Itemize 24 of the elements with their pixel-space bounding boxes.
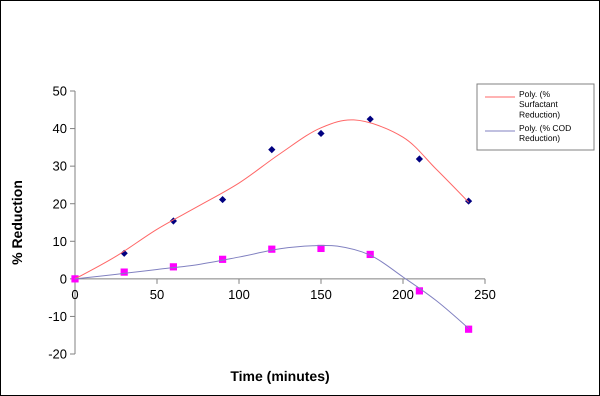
x-tick-label: 100 bbox=[228, 286, 250, 302]
legend-label: Poly. (% COD Reduction) bbox=[519, 122, 572, 144]
point bbox=[465, 326, 472, 333]
point bbox=[268, 146, 276, 154]
y-tick-label: 30 bbox=[52, 158, 67, 174]
x-tick-label: 0 bbox=[71, 286, 79, 302]
x-tick-label: 200 bbox=[392, 286, 414, 302]
y-axis-title: % Reduction bbox=[9, 180, 25, 265]
legend-label: Poly. (% Surfactant Reduction) bbox=[519, 88, 560, 120]
y-tick-label: 40 bbox=[52, 121, 67, 136]
point bbox=[219, 196, 226, 204]
y-tick-label: 50 bbox=[52, 84, 67, 99]
x-tick-label: 150 bbox=[310, 286, 332, 302]
y-tick-label: 20 bbox=[52, 196, 67, 212]
x-tick-label: 250 bbox=[474, 286, 496, 302]
point bbox=[317, 130, 325, 138]
x-tick-label: 50 bbox=[150, 286, 164, 302]
point bbox=[416, 155, 423, 163]
y-tick-label: 10 bbox=[52, 234, 67, 249]
x-axis-title: Time (minutes) bbox=[230, 368, 330, 384]
y-tick-label: 0 bbox=[60, 271, 67, 286]
y-tick-label: -10 bbox=[48, 308, 67, 324]
point bbox=[366, 116, 374, 123]
y-tick-label: -20 bbox=[48, 346, 67, 362]
